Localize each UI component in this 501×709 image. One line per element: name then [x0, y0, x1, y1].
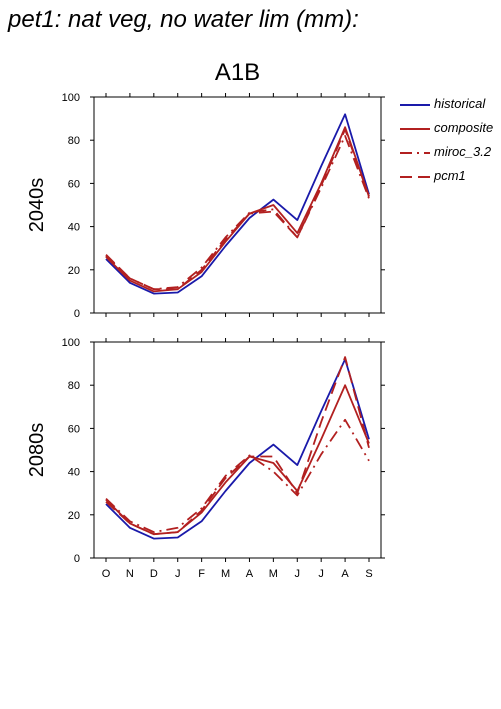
x-tick-label: M [221, 568, 230, 580]
x-tick-label: M [269, 568, 278, 580]
x-tick-label: J [295, 568, 301, 580]
series-line-composite [105, 384, 370, 536]
y-tick-label: 0 [74, 308, 80, 320]
x-tick-label: S [365, 568, 372, 580]
x-tick-label: O [102, 568, 111, 580]
legend-swatch [400, 104, 430, 106]
x-tick-label: A [341, 568, 349, 580]
plot-frame [93, 341, 382, 559]
chart-panel-1: 0 20 40 60 80 100 A1B 2040s [26, 59, 385, 320]
y-tick-label: 100 [62, 337, 80, 349]
legend-label: composite [434, 120, 494, 135]
series-line-pcm1 [105, 356, 370, 536]
legend-label: historical [434, 96, 486, 111]
chart-panel-2: 0 20 40 60 80 100 O N D J F M A M J J A S 2080s [26, 337, 385, 580]
chart-legend: historical composite miroc_3.2 pcm1 [400, 96, 501, 192]
x-tick-label: J [175, 568, 181, 580]
legend-item: historical [400, 96, 501, 120]
x-tick-label: A [246, 568, 254, 580]
legend-label: pcm1 [434, 168, 466, 183]
y-tick-label: 60 [68, 423, 80, 435]
y-tick-label: 40 [68, 467, 80, 479]
series-line-historical [105, 113, 370, 295]
x-tick-label: J [318, 568, 324, 580]
legend-swatch [400, 152, 430, 154]
legend-swatch [400, 176, 430, 178]
series-line-composite [105, 126, 370, 293]
plot-frame [93, 96, 382, 314]
series-line-historical [105, 358, 370, 540]
y-tick-label: 80 [68, 135, 80, 147]
series-line-miroc-3-2 [105, 418, 370, 533]
x-tick-label: D [150, 568, 158, 580]
x-tick-label: F [198, 568, 205, 580]
legend-item: miroc_3.2 [400, 144, 501, 168]
y-tick-label: 60 [68, 178, 80, 190]
y-axis-label: 2040s [26, 178, 48, 233]
legend-label: miroc_3.2 [434, 144, 492, 159]
legend-item: pcm1 [400, 168, 501, 192]
legend-swatch [400, 128, 430, 130]
series-line-pcm1 [105, 128, 370, 291]
y-tick-label: 80 [68, 380, 80, 392]
y-tick-label: 100 [62, 92, 80, 104]
x-tick-label: N [126, 568, 134, 580]
y-tick-label: 40 [68, 222, 80, 234]
panel-title: A1B [215, 59, 260, 86]
y-tick-label: 0 [74, 553, 80, 565]
legend-item: composite [400, 120, 501, 144]
y-tick-label: 20 [68, 510, 80, 522]
y-axis-label: 2080s [26, 423, 48, 478]
y-tick-label: 20 [68, 265, 80, 277]
page-title: pet1: nat veg, no water lim (mm): [8, 6, 359, 33]
series-line-miroc-3-2 [105, 134, 370, 291]
